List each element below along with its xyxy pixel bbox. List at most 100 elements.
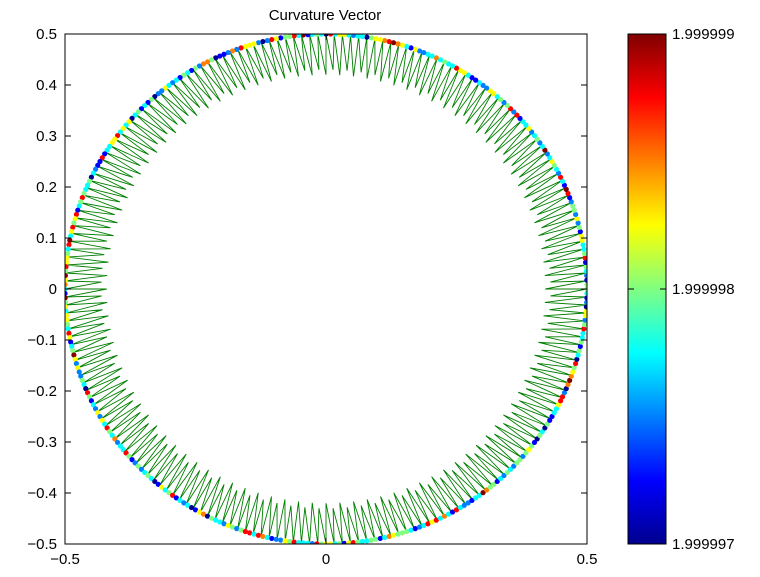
y-tick-label: −0.4 [27, 485, 57, 502]
boundary-point [138, 466, 145, 472]
boundary-point [177, 75, 183, 81]
boundary-point [177, 497, 183, 503]
boundary-point [86, 178, 93, 184]
boundary-point [229, 524, 236, 530]
boundary-point [551, 410, 557, 416]
boundary-point [65, 259, 70, 265]
boundary-point [517, 457, 523, 463]
boundary-point [437, 515, 444, 521]
boundary-point [571, 207, 577, 213]
boundary-points [65, 34, 587, 544]
boundary-point [145, 472, 151, 479]
boundary-point [81, 190, 87, 197]
boundary-point [416, 48, 423, 54]
boundary-point [138, 106, 145, 112]
boundary-point [501, 472, 507, 479]
boundary-point [142, 469, 148, 476]
boundary-point [234, 46, 240, 52]
boundary-point [159, 484, 165, 490]
boundary-point [188, 67, 195, 74]
boundary-point [188, 504, 195, 511]
boundary-point [531, 132, 538, 139]
boundary-point [173, 495, 179, 501]
boundary-point [114, 132, 121, 139]
boundary-point [217, 53, 223, 59]
boundary-point [578, 339, 584, 345]
boundary-point [567, 195, 573, 201]
boundary-point [542, 425, 548, 431]
boundary-point [581, 246, 587, 252]
boundary-point [327, 541, 334, 544]
boundary-point [181, 500, 187, 506]
chart-title: Curvature Vector [269, 7, 382, 24]
boundary-point [583, 268, 587, 274]
boundary-point [557, 398, 564, 404]
boundary-point [382, 534, 388, 541]
boundary-point [473, 495, 479, 501]
boundary-point [112, 436, 118, 442]
boundary-point [97, 158, 103, 165]
boundary-point [565, 381, 571, 388]
boundary-point [73, 211, 79, 218]
boundary-point [395, 531, 401, 537]
boundary-point [487, 88, 493, 94]
boundary-point [337, 541, 343, 544]
boundary-point [132, 460, 138, 466]
boundary-point [555, 170, 562, 176]
boundary-point [453, 65, 460, 71]
boundary-point [421, 49, 427, 56]
boundary-point [581, 321, 587, 328]
boundary-point [247, 42, 253, 48]
boundary-point [181, 72, 187, 78]
boundary-point [453, 507, 460, 513]
axis-ticks: −0.5 0 0.5 0.5 0.4 0.3 0.2 0.1 0 −0.1 −0.2 −0.3 −0.4… [27, 26, 597, 568]
boundary-point [461, 70, 467, 76]
boundary-point [107, 143, 113, 150]
boundary-point [350, 540, 356, 544]
boundary-point [523, 450, 529, 456]
boundary-point [425, 51, 431, 57]
boundary-point [95, 410, 101, 416]
boundary-point [501, 99, 507, 106]
boundary-point [192, 65, 199, 71]
boundary-point [504, 469, 510, 476]
boundary-point [539, 428, 545, 435]
boundary-point [355, 34, 361, 39]
boundary-point [126, 453, 132, 459]
boundary-point [575, 352, 581, 358]
boundary-point [67, 237, 73, 243]
boundary-point [494, 93, 500, 100]
boundary-point [70, 348, 76, 354]
boundary-point [583, 308, 587, 314]
boundary-point [238, 527, 244, 533]
boundary-point [123, 122, 129, 128]
boundary-point [278, 35, 284, 41]
boundary-point [480, 490, 486, 496]
y-tick-label: 0.4 [36, 77, 57, 94]
boundary-point [282, 538, 288, 544]
boundary-point [579, 335, 585, 341]
boundary-point [90, 170, 97, 176]
boundary-point [373, 36, 379, 42]
boundary-point [92, 166, 99, 172]
boundary-point [260, 38, 266, 45]
boundary-point [117, 129, 123, 135]
boundary-point [337, 34, 343, 37]
boundary-point [498, 96, 504, 103]
boundary-point [318, 34, 325, 37]
boundary-point [251, 41, 257, 47]
boundary-point [377, 36, 383, 43]
boundary-point [573, 211, 579, 218]
boundary-point [487, 484, 493, 490]
boundary-point [425, 521, 431, 527]
boundary-point [346, 34, 352, 38]
boundary-point [359, 538, 365, 544]
boundary-point [69, 343, 75, 349]
boundary-point [282, 34, 288, 40]
boundary-point [69, 229, 75, 235]
boundary-point [117, 443, 123, 449]
boundary-point [251, 531, 257, 537]
boundary-point [247, 530, 253, 536]
boundary-point [445, 61, 452, 67]
